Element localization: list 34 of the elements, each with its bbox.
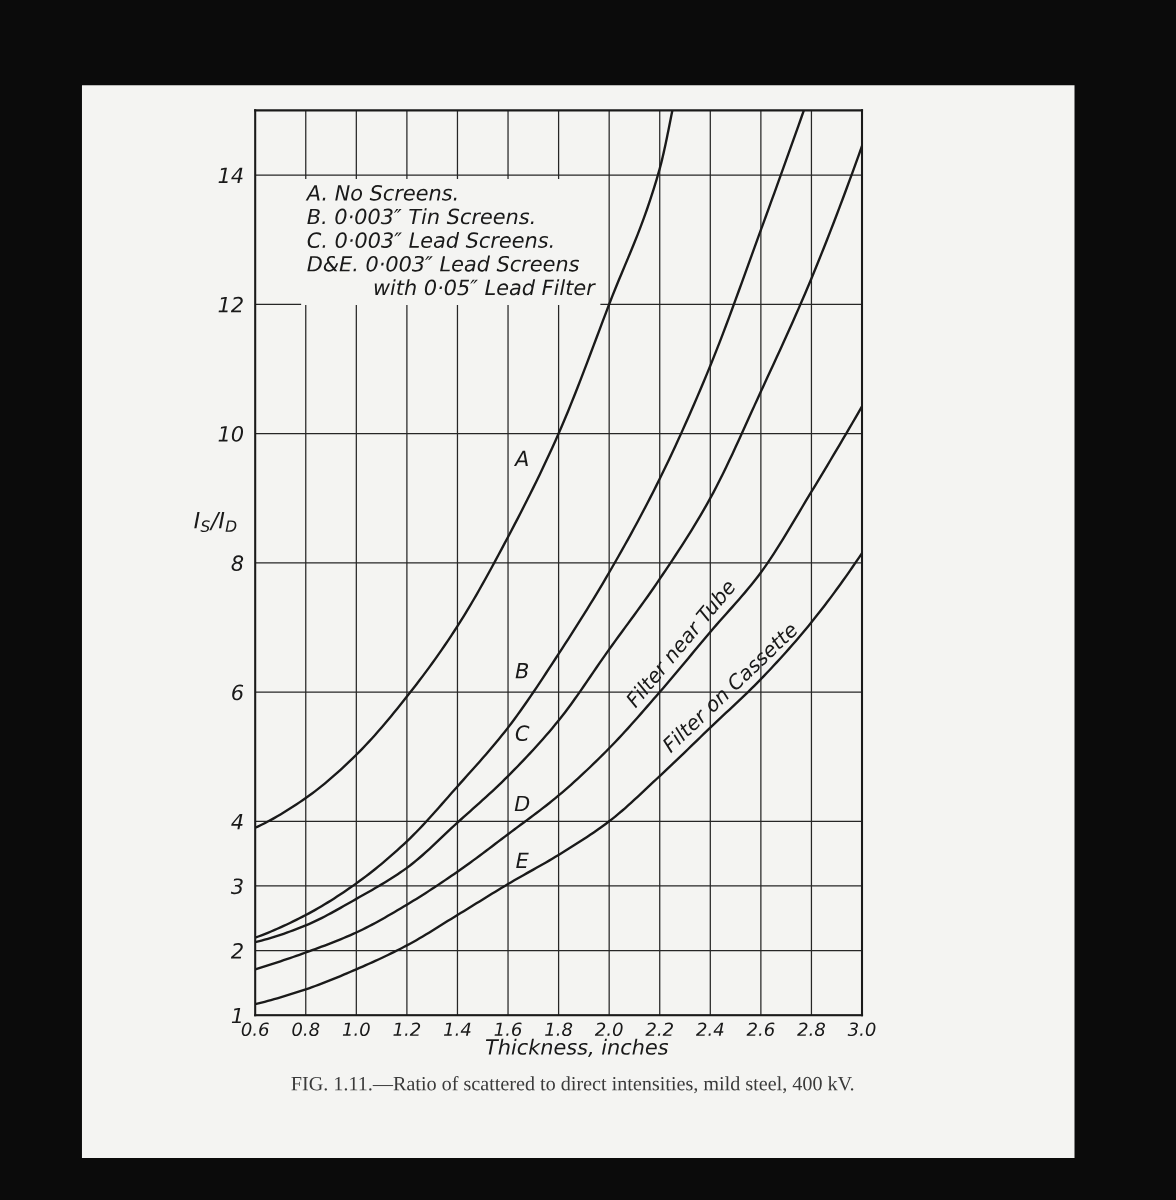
x-tick-label: 1.4 xyxy=(443,1022,471,1036)
x-tick-label: 2.8 xyxy=(797,1022,826,1037)
x-tick-label: 2.0 xyxy=(594,1022,623,1037)
annotation: D&E. 0·003″ Lead Screens with 0·05″ Lead Filter xyxy=(307,255,596,296)
y-tick-label: 12 xyxy=(218,296,243,313)
annotation: C. 0·003″ Lead Screens. xyxy=(307,231,553,249)
y-tick-label: 3 xyxy=(230,878,243,895)
y-tick-label: 10 xyxy=(218,426,244,442)
y-tick-label: 2 xyxy=(230,943,243,959)
series-label: E xyxy=(516,852,529,868)
x-tick-label: 0.6 xyxy=(241,1022,269,1037)
series-label: A xyxy=(513,450,528,467)
y-tick-label: 6 xyxy=(232,684,244,701)
x-axis-title: Thickness, inches xyxy=(485,1038,669,1057)
x-tick-label: 1.6 xyxy=(494,1022,522,1037)
x-tick-label: 3.0 xyxy=(847,1022,876,1037)
annotation: A. No Screens. xyxy=(305,184,457,201)
x-tick-label: 2.2 xyxy=(645,1022,673,1036)
y-axis-title: I$_{S}$/I$_{D}$ xyxy=(194,511,237,533)
x-tick-label: 1.2 xyxy=(393,1022,421,1036)
x-tick-label: 1.0 xyxy=(342,1022,370,1037)
y-tick-label: 14 xyxy=(218,167,243,183)
series-label: C xyxy=(515,725,530,742)
y-tick-label: 4 xyxy=(231,814,243,830)
text: FIG. 1.11.—Ratio of scattered to direct intensities, mild steel, 400 kV. xyxy=(291,1076,854,1094)
y-tick-label: 1 xyxy=(231,1007,241,1024)
annotation: B. 0·003″ Tin Screens. xyxy=(307,208,534,225)
y-tick-label: 8 xyxy=(231,555,244,572)
x-tick-label: 2.6 xyxy=(746,1022,775,1037)
x-tick-label: 2.4 xyxy=(696,1022,724,1036)
series-label: D xyxy=(514,795,530,812)
x-tick-label: 0.8 xyxy=(292,1022,320,1037)
series-label: B xyxy=(515,663,529,679)
x-tick-label: 1.8 xyxy=(545,1022,573,1037)
